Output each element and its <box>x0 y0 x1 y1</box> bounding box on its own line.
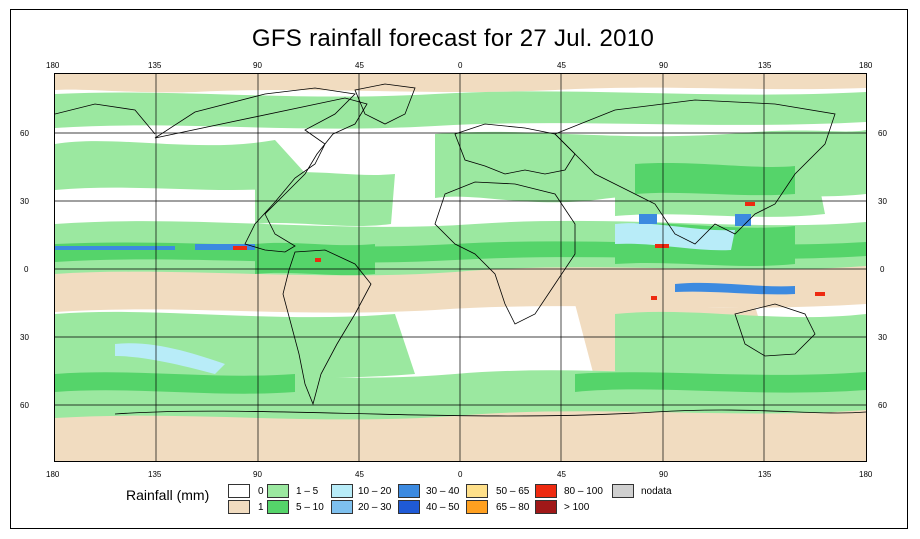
lon-tick-top: 0 <box>458 61 463 70</box>
lat-tick-left: 60 <box>20 129 29 138</box>
lat-tick-left: 60 <box>20 401 29 410</box>
graticule <box>55 74 866 461</box>
lon-tick-top: 135 <box>758 61 772 70</box>
legend-label: 20 – 30 <box>358 502 392 513</box>
lat-tick-right: 0 <box>880 265 885 274</box>
legend-label: 40 – 50 <box>426 502 460 513</box>
legend-label: 30 – 40 <box>426 486 460 497</box>
rain-band-10-20 <box>115 223 735 374</box>
lon-tick-bottom: 135 <box>148 470 162 479</box>
lon-tick-bottom: 180 <box>46 470 60 479</box>
legend-swatch <box>267 484 289 498</box>
lon-tick-top: 45 <box>355 61 364 70</box>
coastlines <box>55 83 866 417</box>
legend-swatch <box>267 500 289 514</box>
lon-tick-top: 180 <box>859 61 873 70</box>
legend-label: 10 – 20 <box>358 486 392 497</box>
legend-label: 1 <box>258 502 264 513</box>
lon-tick-bottom: 45 <box>557 470 566 479</box>
map-title: GFS rainfall forecast for 27 Jul. 2010 <box>251 25 655 52</box>
legend-swatch <box>398 484 420 498</box>
legend-swatch <box>466 500 488 514</box>
lon-tick-top: 90 <box>659 61 668 70</box>
legend-swatch <box>535 484 557 498</box>
lon-tick-bottom: 45 <box>355 470 364 479</box>
legend-swatch <box>466 484 488 498</box>
lon-tick-top: 180 <box>46 61 60 70</box>
legend-swatch <box>398 500 420 514</box>
lon-tick-bottom: 135 <box>758 470 772 479</box>
lat-tick-right: 30 <box>878 333 887 342</box>
lat-tick-left: 30 <box>20 333 29 342</box>
lon-tick-bottom: 90 <box>659 470 668 479</box>
legend-swatch <box>331 500 353 514</box>
legend-label: 65 – 80 <box>496 502 530 513</box>
legend-label: 0 <box>258 486 264 497</box>
rain-band-heavy <box>233 202 825 300</box>
lat-tick-right: 60 <box>878 129 887 138</box>
legend-title: Rainfall (mm) <box>126 487 210 503</box>
legend-swatch <box>228 500 250 514</box>
legend-swatch <box>331 484 353 498</box>
lat-tick-right: 30 <box>878 197 887 206</box>
lat-tick-right: 60 <box>878 401 887 410</box>
lon-tick-top: 90 <box>253 61 262 70</box>
lon-tick-top: 135 <box>148 61 162 70</box>
rainfall-map <box>54 73 867 462</box>
legend-swatch <box>228 484 250 498</box>
figure-frame <box>10 9 908 529</box>
legend-label: > 100 <box>564 502 590 513</box>
lat-tick-left: 30 <box>20 197 29 206</box>
lon-tick-bottom: 90 <box>253 470 262 479</box>
legend-swatch <box>535 500 557 514</box>
legend-label: 1 – 5 <box>296 486 319 497</box>
lon-tick-bottom: 0 <box>458 470 463 479</box>
legend-label: nodata <box>641 486 672 497</box>
rain-band-20-40 <box>55 214 795 295</box>
lon-tick-bottom: 180 <box>859 470 873 479</box>
legend-label: 5 – 10 <box>296 502 324 513</box>
lat-tick-left: 0 <box>24 265 29 274</box>
legend-swatch <box>612 484 634 498</box>
lon-tick-top: 45 <box>557 61 566 70</box>
legend-label: 80 – 100 <box>564 486 603 497</box>
legend-label: 50 – 65 <box>496 486 530 497</box>
